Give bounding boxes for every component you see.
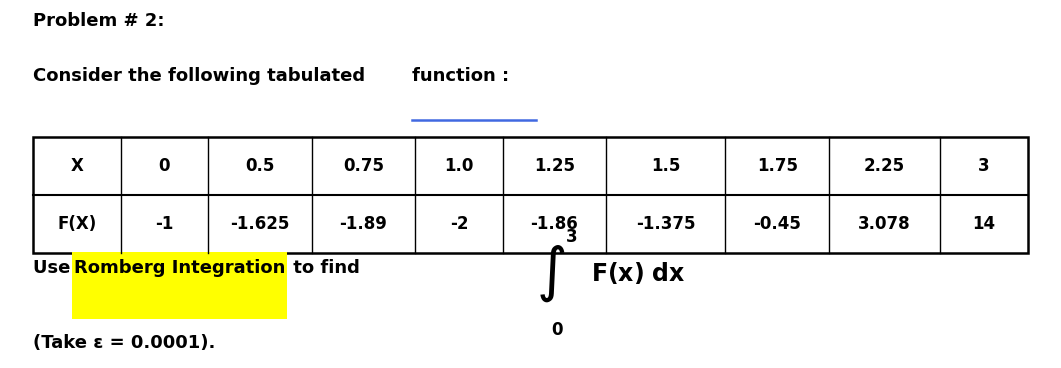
Text: -2: -2 (450, 215, 468, 233)
Text: F(X): F(X) (57, 215, 97, 233)
Text: 1.25: 1.25 (534, 157, 575, 175)
Text: 0.5: 0.5 (245, 157, 275, 175)
Text: $\int$: $\int$ (536, 243, 566, 304)
Text: 2.25: 2.25 (864, 157, 905, 175)
Text: -1.625: -1.625 (230, 215, 290, 233)
Text: Consider the following tabulated: Consider the following tabulated (33, 67, 371, 85)
Text: 0.75: 0.75 (343, 157, 384, 175)
Text: (Take ε = 0.0001).: (Take ε = 0.0001). (33, 334, 215, 352)
Text: Use: Use (33, 259, 76, 277)
Text: Romberg Integration: Romberg Integration (74, 259, 285, 277)
Text: -1.375: -1.375 (636, 215, 696, 233)
Text: X: X (70, 157, 84, 175)
Text: -1.89: -1.89 (340, 215, 387, 233)
Text: -1.86: -1.86 (530, 215, 578, 233)
Text: function :: function : (412, 67, 509, 85)
Text: $\bf{F(x)}$ $\bf{dx}$: $\bf{F(x)}$ $\bf{dx}$ (591, 261, 685, 286)
Text: -1: -1 (155, 215, 174, 233)
Text: 3.078: 3.078 (858, 215, 911, 233)
Text: 3: 3 (566, 228, 577, 246)
Text: to find: to find (288, 259, 360, 277)
Text: 1.0: 1.0 (445, 157, 473, 175)
Text: Problem # 2:: Problem # 2: (33, 13, 164, 30)
Text: 0: 0 (552, 321, 563, 339)
Text: 3: 3 (978, 157, 990, 175)
Text: 14: 14 (973, 215, 995, 233)
Text: 0: 0 (159, 157, 170, 175)
Text: 1.75: 1.75 (756, 157, 798, 175)
Text: 1.5: 1.5 (651, 157, 680, 175)
Text: -0.45: -0.45 (753, 215, 801, 233)
